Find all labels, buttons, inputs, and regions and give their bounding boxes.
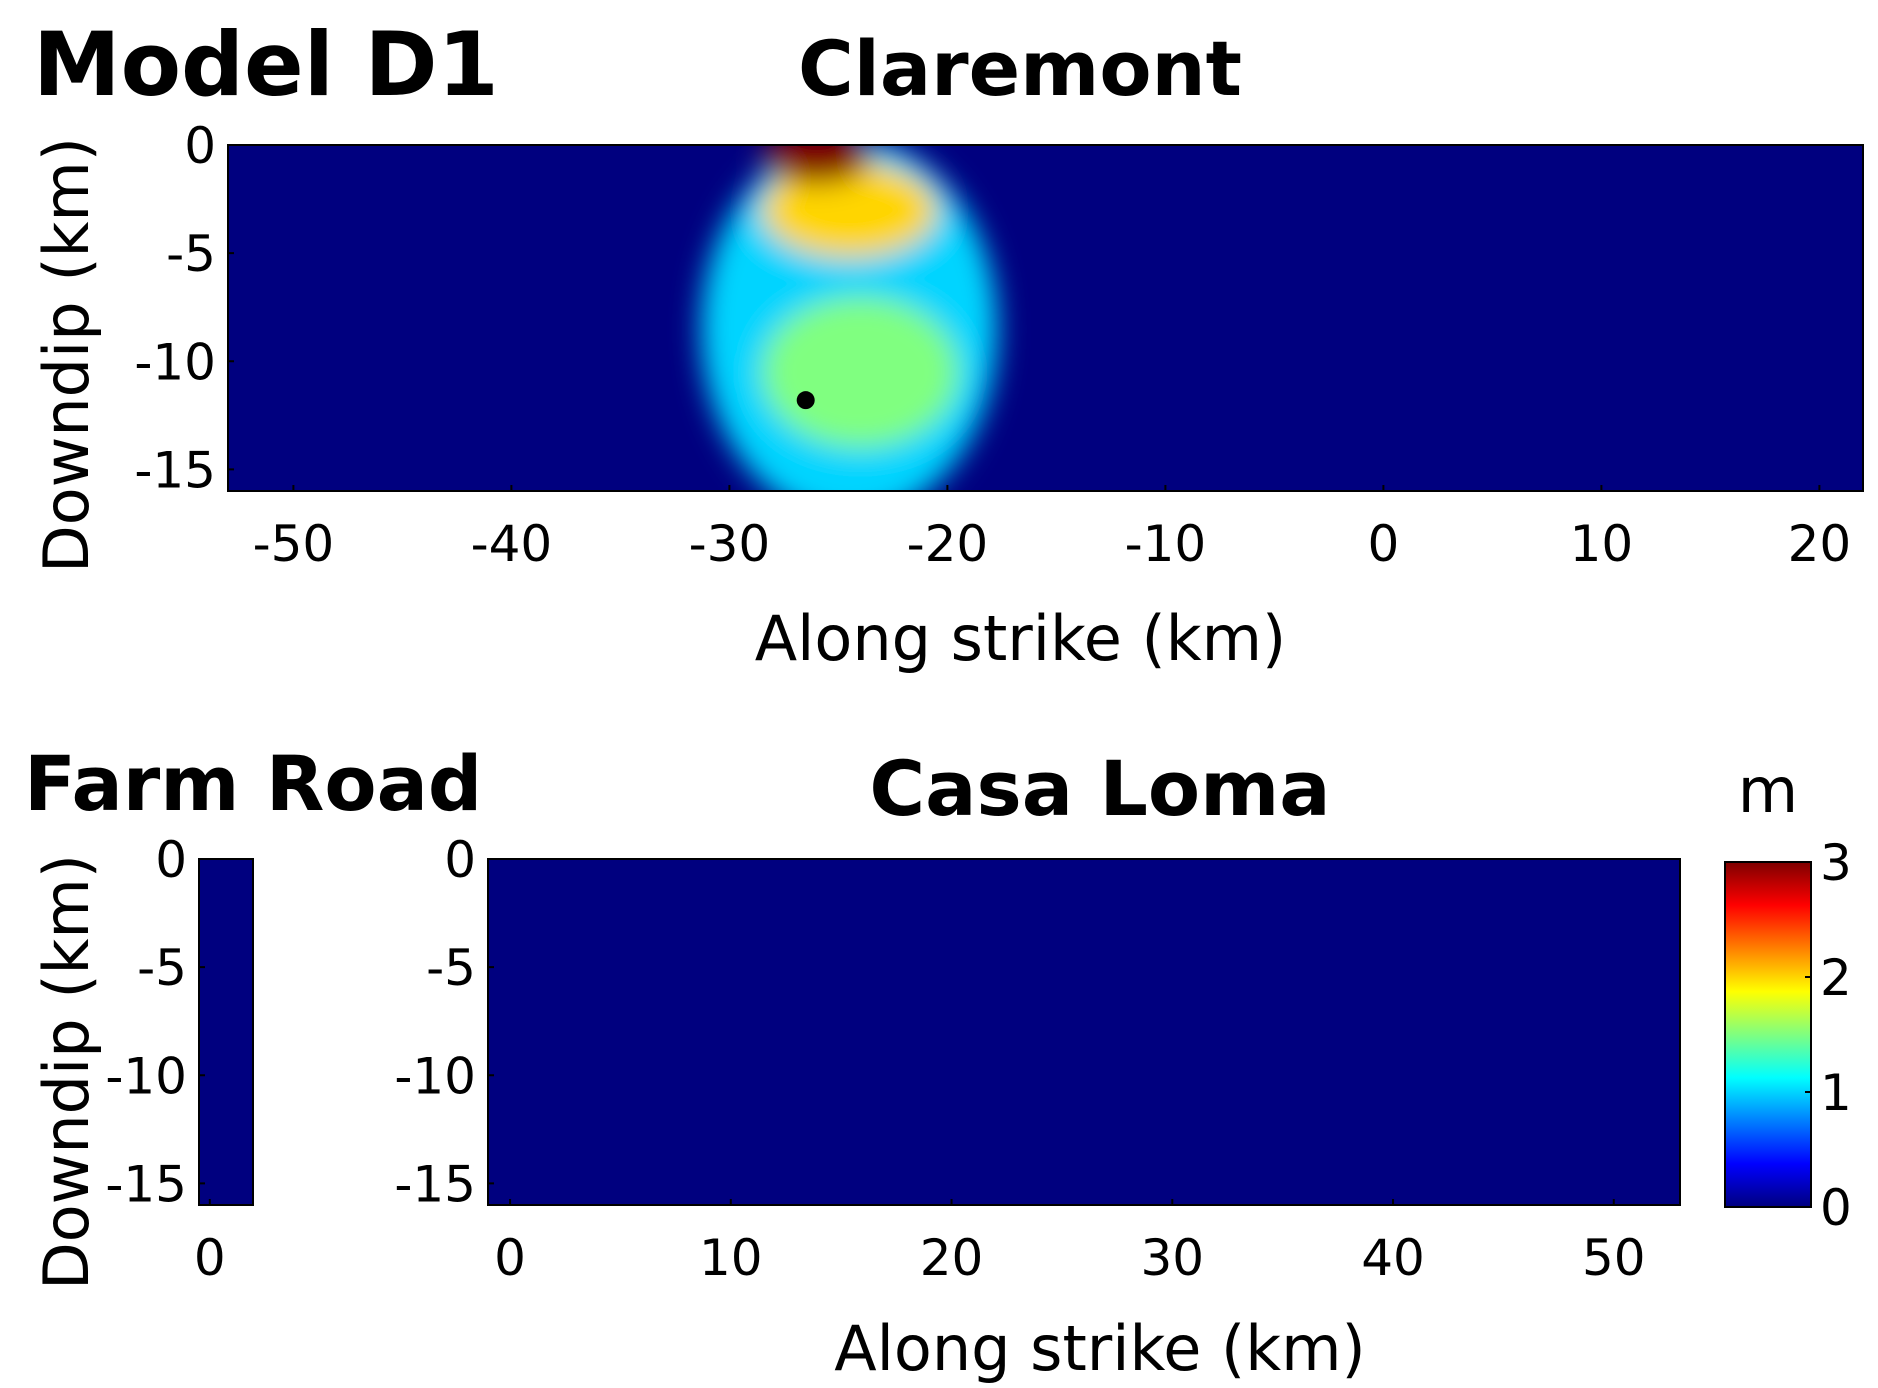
figure-label: Model D1	[33, 13, 499, 116]
farm-road-heatmap	[199, 859, 253, 1205]
x-tick-label: -50	[253, 515, 335, 573]
x-tick-label: -40	[471, 515, 553, 573]
claremont-y-axis-label: Downdip (km)	[30, 137, 103, 573]
x-tick-label: -20	[907, 515, 989, 573]
y-tick-label: 0	[155, 831, 187, 889]
casa-loma-heatmap	[488, 859, 1680, 1205]
x-tick-label: 0	[194, 1229, 226, 1287]
claremont-frame	[227, 144, 1864, 492]
claremont-slip-patches	[701, 145, 998, 491]
claremont-panel: Claremont -50 -40 -30 -20 -10 0 10 20 0 -5 -10 -15 Al…	[30, 24, 1864, 675]
casa-loma-frame	[487, 858, 1681, 1206]
y-tick-label: 0	[184, 117, 216, 175]
y-tick-label: -10	[105, 1047, 187, 1105]
y-tick-label: -15	[105, 1155, 187, 1213]
casa-loma-panel: Casa Loma 0 10 20 30 40 50 0 -5 -10 -15 Along strik…	[394, 744, 1681, 1385]
y-tick-label: -10	[394, 1047, 476, 1105]
slip-patch	[762, 296, 959, 448]
colorbar-tick-label: 2	[1820, 949, 1852, 1007]
x-tick-label: 0	[494, 1229, 526, 1287]
farm-road-title: Farm Road	[24, 739, 482, 828]
x-tick-label: 50	[1582, 1229, 1646, 1287]
slip-patch	[762, 162, 937, 258]
claremont-heatmap	[228, 145, 1863, 491]
y-tick-label: 0	[444, 831, 476, 889]
colorbar-gradient	[1724, 861, 1812, 1208]
colorbar: m 3 2 1 0	[1724, 754, 1852, 1237]
colorbar-unit: m	[1738, 754, 1798, 827]
casa-loma-x-axis-label: Along strike (km)	[834, 1312, 1365, 1385]
y-tick-label: -15	[394, 1155, 476, 1213]
farm-road-y-axis-label: Downdip (km)	[30, 854, 103, 1290]
y-tick-label: -5	[166, 225, 216, 283]
x-tick-label: 0	[1367, 515, 1399, 573]
claremont-x-axis-label: Along strike (km)	[755, 602, 1286, 675]
casa-loma-title: Casa Loma	[869, 744, 1330, 833]
slip-patch	[762, 145, 872, 184]
y-tick-label: -5	[426, 939, 476, 997]
x-tick-label: 40	[1361, 1229, 1425, 1287]
x-tick-label: 10	[699, 1229, 763, 1287]
hypocenter-marker	[796, 391, 815, 410]
farm-road-frame	[198, 858, 254, 1206]
colorbar-tick-label: 0	[1820, 1179, 1852, 1237]
x-tick-label: 20	[920, 1229, 984, 1287]
y-tick-label: -15	[134, 441, 216, 499]
x-tick-label: -30	[689, 515, 771, 573]
x-tick-label: 30	[1140, 1229, 1204, 1287]
claremont-title: Claremont	[798, 24, 1242, 113]
colorbar-tick-label: 3	[1820, 834, 1852, 892]
y-tick-label: -5	[137, 939, 187, 997]
x-tick-label: -10	[1125, 515, 1207, 573]
x-tick-label: 20	[1788, 515, 1852, 573]
y-tick-label: -10	[134, 333, 216, 391]
x-tick-label: 10	[1570, 515, 1634, 573]
colorbar-tick-label: 1	[1820, 1064, 1852, 1122]
